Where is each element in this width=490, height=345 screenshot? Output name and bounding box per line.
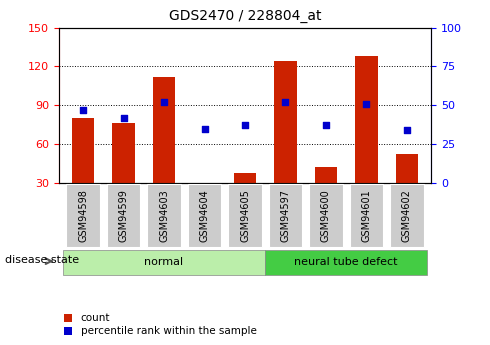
Bar xyxy=(315,167,337,183)
Point xyxy=(160,99,168,105)
Text: GDS2470 / 228804_at: GDS2470 / 228804_at xyxy=(169,9,321,23)
FancyBboxPatch shape xyxy=(350,184,383,247)
Bar xyxy=(153,77,175,183)
Text: GSM94601: GSM94601 xyxy=(362,189,371,242)
FancyBboxPatch shape xyxy=(188,184,221,247)
Bar xyxy=(72,118,94,183)
FancyBboxPatch shape xyxy=(309,184,343,247)
Point xyxy=(322,123,330,128)
Bar xyxy=(355,56,378,183)
FancyBboxPatch shape xyxy=(228,184,262,247)
Text: GSM94598: GSM94598 xyxy=(78,189,88,242)
Text: GSM94604: GSM94604 xyxy=(199,189,210,242)
FancyBboxPatch shape xyxy=(63,250,265,275)
Text: GSM94603: GSM94603 xyxy=(159,189,169,242)
Point xyxy=(363,101,370,106)
Bar xyxy=(112,124,135,183)
Text: GSM94599: GSM94599 xyxy=(119,189,128,242)
Point xyxy=(282,99,290,105)
Point xyxy=(79,107,87,112)
FancyBboxPatch shape xyxy=(67,184,99,247)
Bar xyxy=(396,155,418,183)
FancyBboxPatch shape xyxy=(265,250,427,275)
Point xyxy=(120,115,127,120)
Bar xyxy=(234,172,256,183)
Text: disease state: disease state xyxy=(5,256,79,265)
Text: GSM94597: GSM94597 xyxy=(280,189,291,242)
Legend: count, percentile rank within the sample: count, percentile rank within the sample xyxy=(64,313,257,336)
Text: normal: normal xyxy=(145,257,184,267)
FancyBboxPatch shape xyxy=(107,184,140,247)
Text: GSM94605: GSM94605 xyxy=(240,189,250,242)
FancyBboxPatch shape xyxy=(391,184,423,247)
Point xyxy=(200,126,208,131)
Point xyxy=(241,123,249,128)
Point xyxy=(403,127,411,133)
FancyBboxPatch shape xyxy=(147,184,181,247)
Bar xyxy=(274,61,296,183)
Text: neural tube defect: neural tube defect xyxy=(294,257,398,267)
Text: GSM94602: GSM94602 xyxy=(402,189,412,242)
Text: GSM94600: GSM94600 xyxy=(321,189,331,242)
FancyBboxPatch shape xyxy=(269,184,302,247)
